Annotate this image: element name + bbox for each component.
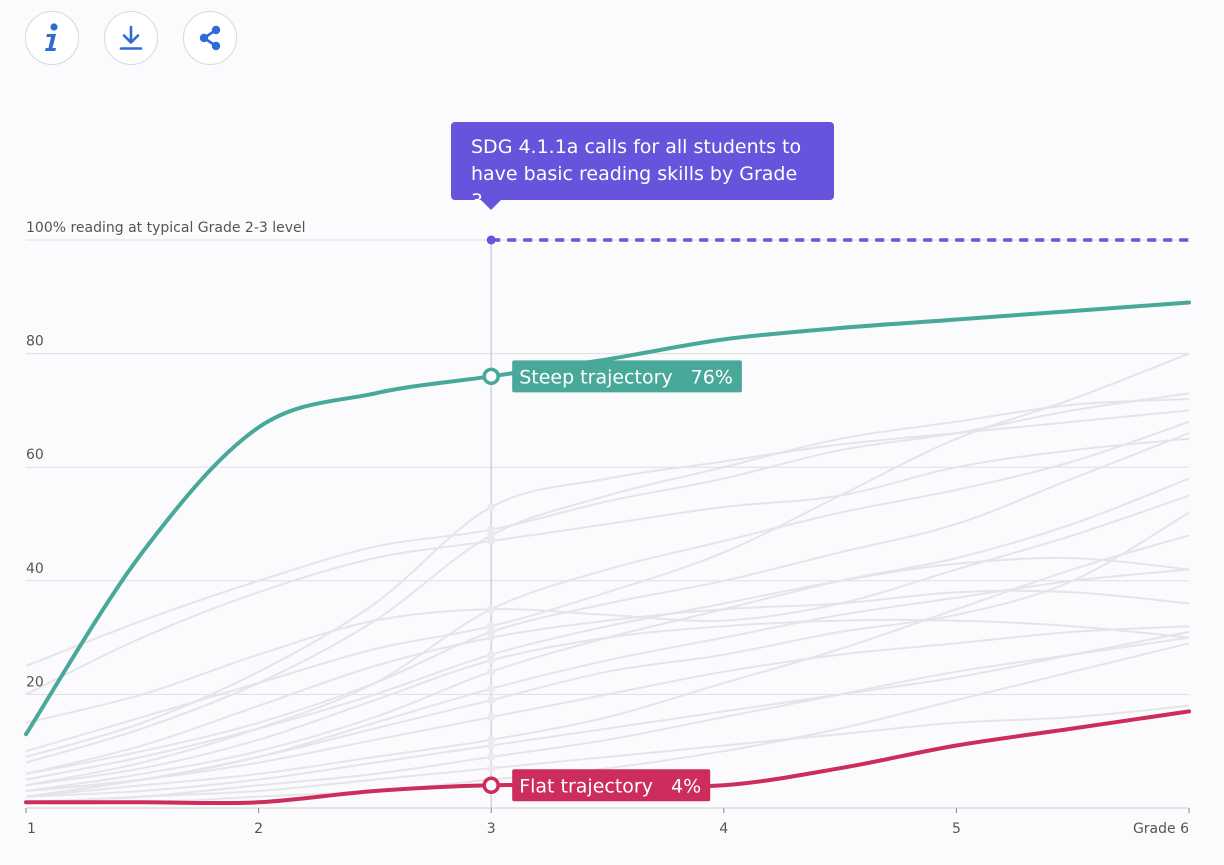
background-series-line: [25, 625, 1190, 792]
background-series-line: [25, 589, 1190, 775]
background-series-point: [487, 537, 496, 546]
y-tick-label: 40: [26, 561, 44, 577]
background-series-point: [487, 735, 496, 744]
steep-trajectory-label: Steep trajectory 76%: [512, 360, 742, 393]
background-series-point: [487, 684, 496, 693]
flat-trajectory-name: Flat trajectory: [519, 775, 653, 797]
background-series-line: [25, 534, 1190, 798]
background-series-point: [487, 656, 496, 665]
background-series-line: [25, 432, 1190, 775]
background-series-point: [487, 764, 496, 773]
y-tick-label: 60: [26, 447, 44, 463]
background-series-point: [487, 752, 496, 761]
background-series-point: [487, 531, 496, 540]
download-button[interactable]: [104, 11, 158, 65]
steep-trajectory-value: 76%: [691, 366, 733, 388]
sdg-reference-point: [486, 235, 496, 245]
background-series-point: [487, 650, 496, 659]
background-series-line: [25, 642, 1190, 804]
tooltip-line-2: have basic reading skills by Grade 3: [471, 163, 798, 212]
background-series-point: [487, 696, 496, 705]
background-series-point: [487, 627, 496, 636]
background-series-line: [25, 420, 1190, 787]
flat-trajectory-label: Flat trajectory 4%: [512, 769, 711, 802]
tooltip-line-1: SDG 4.1.1a calls for all students to: [471, 136, 802, 158]
background-series-line: [25, 494, 1190, 724]
background-series-line: [25, 704, 1190, 804]
x-tick-label: Grade 6: [1133, 821, 1189, 837]
flat-trajectory-value: 4%: [671, 775, 701, 797]
y-tick-label: 80: [26, 334, 44, 350]
background-series-line: [25, 409, 1190, 758]
background-series-point: [487, 633, 496, 642]
background-series-point: [487, 741, 496, 750]
background-series-line: [25, 568, 1190, 792]
background-series-line: [25, 352, 1190, 753]
background-series-point: [487, 667, 496, 676]
sdg-tooltip: SDG 4.1.1a calls for all students to hav…: [451, 122, 834, 212]
background-series-point: [487, 502, 496, 511]
x-tick-label: 4: [719, 821, 728, 837]
x-tick-label: 1: [27, 821, 36, 837]
background-series-point: [487, 713, 496, 722]
background-series-line: [25, 630, 1190, 798]
background-trajectories: [25, 352, 1190, 804]
x-tick-label: 3: [487, 821, 496, 837]
labels-layer: 20 40 60 80 100% reading at typical Grade 2-…: [26, 220, 1189, 837]
x-tick-label: 5: [952, 821, 961, 837]
background-series-line: [25, 437, 1190, 696]
background-series-point: [487, 525, 496, 534]
steep-trajectory-point: [482, 367, 500, 386]
background-series-point: [487, 622, 496, 631]
background-series-line: [25, 618, 1190, 787]
share-icon: [199, 25, 221, 51]
background-series-point: [487, 605, 496, 614]
background-series-line: [25, 398, 1190, 764]
background-series-line: [25, 392, 1190, 667]
toolbar: [25, 11, 237, 65]
steep-trajectory-name: Steep trajectory: [519, 366, 672, 388]
flat-trajectory-label-bg: [512, 769, 711, 802]
info-icon: [45, 23, 58, 51]
background-series-line: [25, 636, 1190, 804]
download-icon: [119, 25, 143, 50]
y-tick-label: 20: [26, 674, 44, 690]
y-tick-label: 100% reading at typical Grade 2-3 level: [26, 220, 306, 236]
info-button[interactable]: [25, 11, 79, 65]
steep-trajectory-label-bg: [512, 360, 742, 393]
background-series-line: [25, 511, 1190, 798]
x-tick-label: 2: [254, 821, 263, 837]
share-button[interactable]: [183, 11, 237, 65]
flat-trajectory-point: [482, 776, 500, 795]
